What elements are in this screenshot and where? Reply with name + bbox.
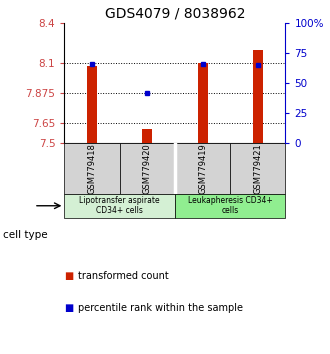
Text: GSM779420: GSM779420 bbox=[143, 143, 152, 194]
Bar bbox=[253, 50, 263, 143]
Text: GSM779421: GSM779421 bbox=[253, 143, 262, 194]
Text: ■: ■ bbox=[64, 303, 74, 313]
Bar bbox=[64, 143, 120, 194]
Bar bbox=[198, 63, 208, 143]
Text: transformed count: transformed count bbox=[78, 271, 168, 281]
Text: GSM779419: GSM779419 bbox=[198, 143, 207, 194]
Text: percentile rank within the sample: percentile rank within the sample bbox=[78, 303, 243, 313]
Text: Lipotransfer aspirate
CD34+ cells: Lipotransfer aspirate CD34+ cells bbox=[79, 196, 160, 216]
Text: cell type: cell type bbox=[3, 230, 48, 240]
Title: GDS4079 / 8038962: GDS4079 / 8038962 bbox=[105, 6, 245, 21]
Text: GSM779418: GSM779418 bbox=[87, 143, 96, 194]
Bar bbox=[87, 65, 97, 143]
Bar bbox=[175, 194, 285, 218]
Bar bbox=[64, 194, 175, 218]
Bar bbox=[142, 129, 152, 143]
Text: ■: ■ bbox=[64, 271, 74, 281]
Text: Leukapheresis CD34+
cells: Leukapheresis CD34+ cells bbox=[188, 196, 273, 216]
Bar bbox=[230, 143, 285, 194]
Bar bbox=[175, 143, 230, 194]
Bar bbox=[119, 143, 175, 194]
